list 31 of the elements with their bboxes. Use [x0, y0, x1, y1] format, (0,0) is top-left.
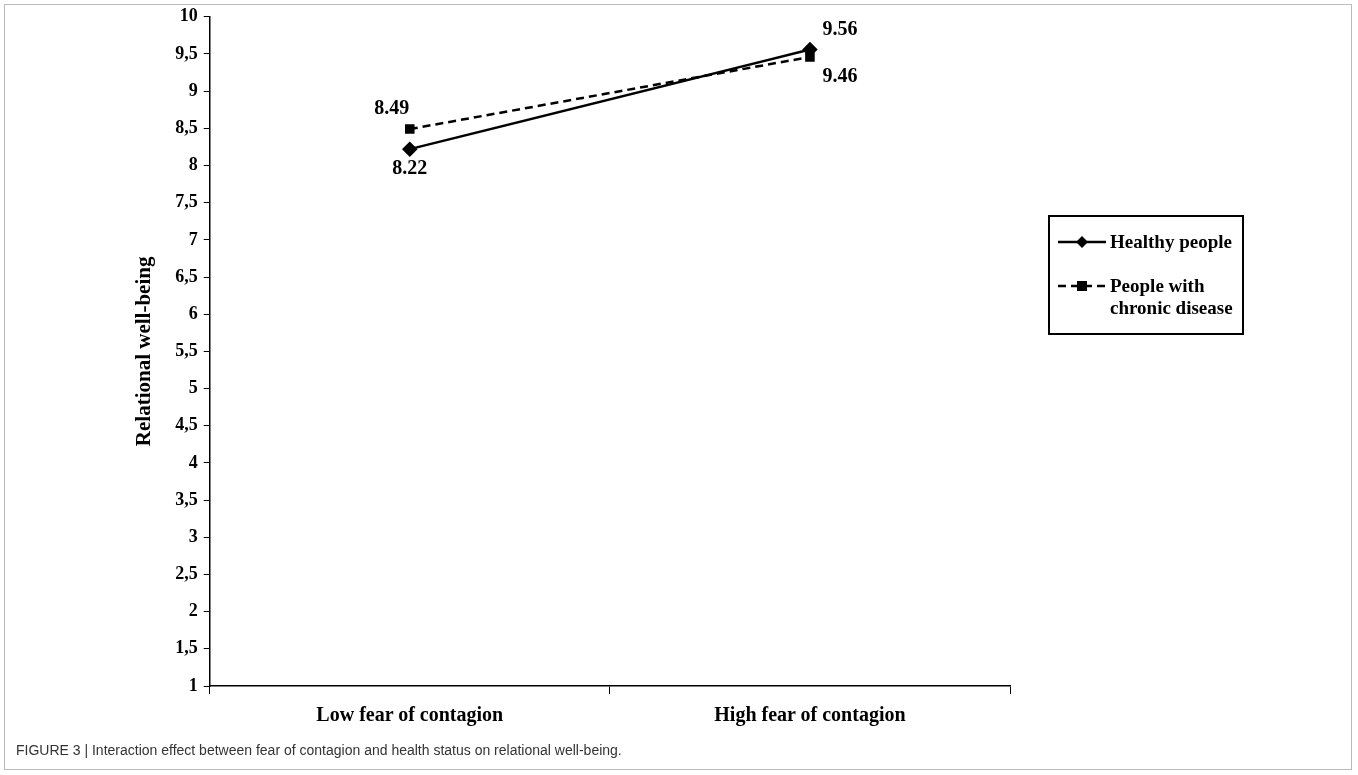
y-tick-label: 8,5 — [175, 116, 198, 137]
y-tick-label: 9,5 — [175, 42, 198, 63]
x-tick-label: Low fear of contagion — [316, 703, 504, 727]
y-tick-label: 6 — [188, 302, 198, 323]
y-tick-label: 2,5 — [175, 563, 198, 584]
y-tick-label: 4,5 — [175, 414, 198, 435]
y-tick-label: 3 — [188, 525, 198, 546]
y-tick-label: 8 — [188, 154, 198, 175]
data-label: 8.49 — [374, 96, 410, 119]
x-tick-label: High fear of contagion — [714, 703, 906, 727]
y-tick-label: 2 — [188, 600, 198, 621]
data-label: 8.22 — [392, 156, 428, 179]
y-tick-label: 3,5 — [175, 488, 198, 509]
y-tick-label: 10 — [179, 5, 198, 26]
legend-label: Healthy people — [1110, 231, 1232, 253]
y-tick-label: 1 — [188, 674, 198, 695]
y-tick-label: 7,5 — [175, 191, 198, 212]
legend-label: People with chronic disease — [1110, 275, 1234, 319]
y-tick-label: 9 — [188, 79, 198, 100]
point — [404, 124, 415, 134]
y-tick-label: 1,5 — [175, 637, 198, 658]
y-tick-label: 4 — [188, 451, 198, 472]
y-tick-label: 5,5 — [175, 340, 198, 361]
data-label: 9.56 — [822, 16, 858, 39]
caption: FIGURE 3 | Interaction effect between fear of contagion and health status on relational well-being. — [16, 742, 622, 758]
y-tick-label: 7 — [188, 228, 198, 249]
point — [402, 141, 418, 157]
y-tick-label: 5 — [188, 377, 198, 398]
data-label: 9.46 — [822, 64, 858, 87]
y-tick-label: 6,5 — [175, 265, 198, 286]
y-axis-title: Relational well-being — [131, 256, 156, 447]
